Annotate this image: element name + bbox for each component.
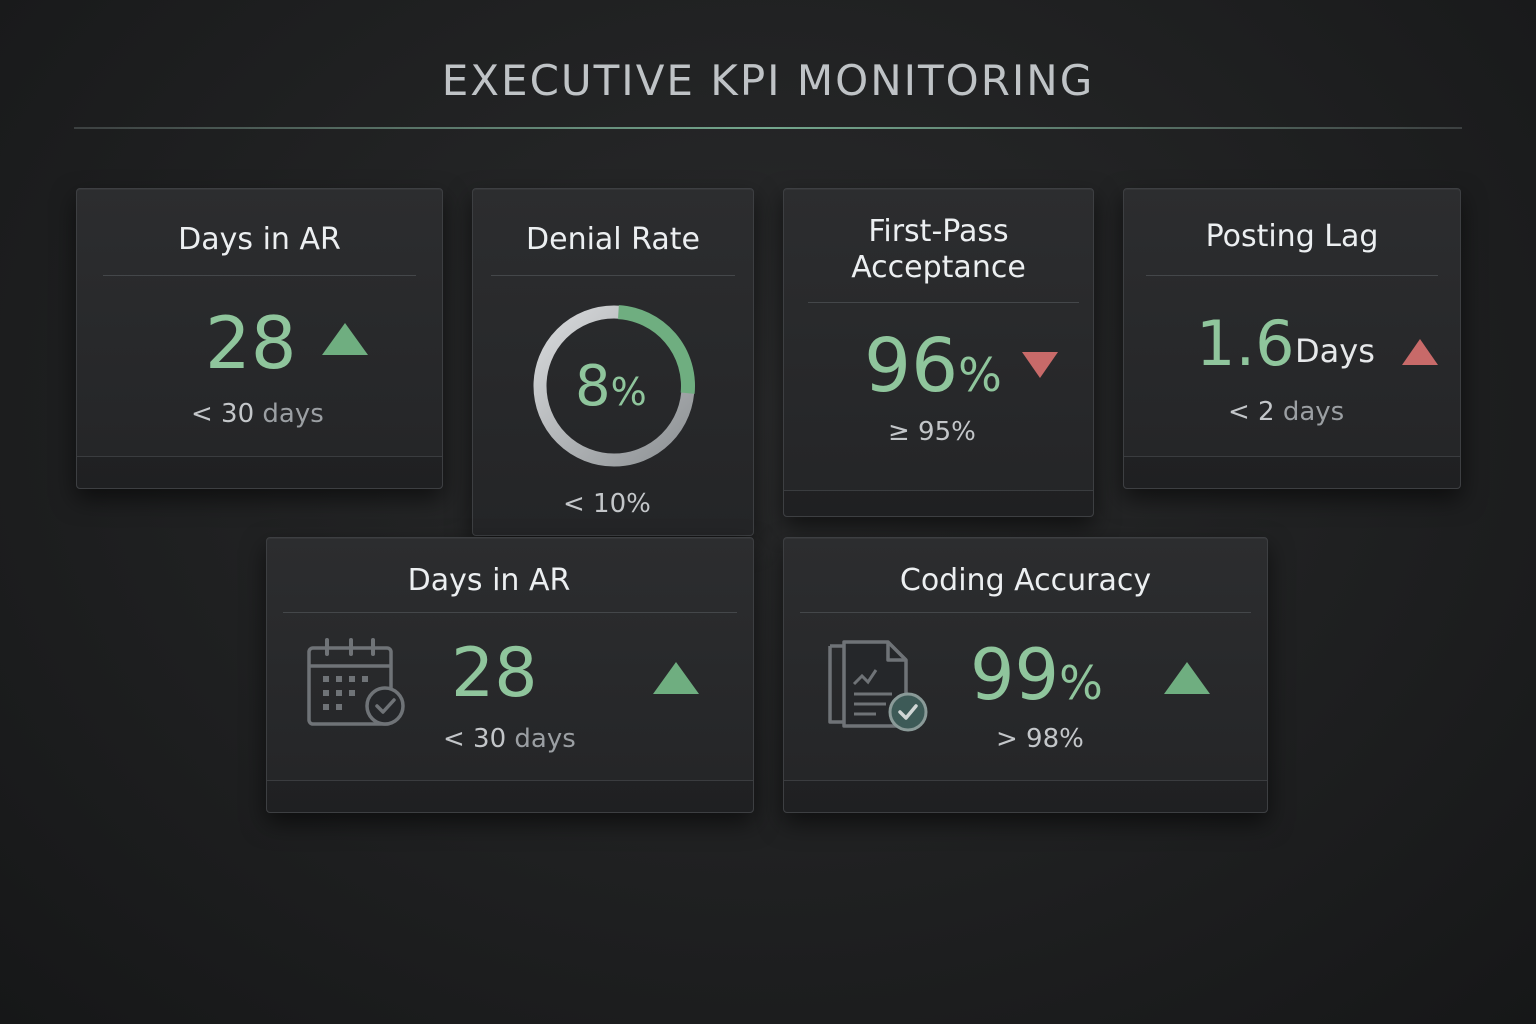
kpi-value: 1.6 — [1196, 307, 1295, 380]
card-footer — [1124, 456, 1460, 488]
gauge-value-arc — [617, 305, 695, 394]
card-title: Coding Accuracy — [899, 563, 1152, 598]
denial-rate-gauge — [533, 305, 695, 467]
card-footer — [77, 456, 442, 488]
divider — [103, 275, 416, 276]
kpi-target: < 30 days — [443, 724, 576, 754]
document-check-icon — [828, 640, 928, 732]
title-divider — [74, 127, 1462, 129]
kpi-unit: % — [610, 370, 647, 414]
kpi-unit: Days — [1295, 332, 1375, 370]
card-title: Days in AR — [407, 563, 571, 598]
kpi-card-denial-rate[interactable]: Denial Rate 8% < 10% — [472, 188, 754, 536]
trend-up-icon — [1402, 339, 1438, 365]
card-footer — [784, 780, 1267, 812]
page-title: EXECUTIVE KPI MONITORING — [441, 56, 1095, 105]
card-title-line-1: First-Pass — [868, 214, 1009, 249]
divider — [800, 612, 1251, 613]
kpi-card-posting-lag[interactable]: Posting Lag 1.6 Days < 2 days — [1123, 188, 1461, 489]
kpi-card-coding-accuracy[interactable]: Coding Accuracy 99% > 98% — [783, 537, 1268, 813]
kpi-value: 96% — [864, 323, 1002, 409]
kpi-value: 99% — [970, 634, 1103, 716]
divider — [808, 302, 1079, 303]
kpi-value: 8% — [575, 354, 647, 419]
kpi-target: < 30 days — [191, 399, 324, 429]
card-title: Denial Rate — [526, 222, 700, 257]
divider — [1146, 275, 1438, 276]
kpi-target: < 2 days — [1228, 397, 1345, 427]
divider — [491, 275, 735, 276]
trend-up-icon — [653, 662, 699, 694]
kpi-target: > 98% — [996, 724, 1084, 754]
card-title: Days in AR — [178, 222, 341, 257]
kpi-card-first-pass-acceptance[interactable]: First-Pass Acceptance 96% ≥ 95% — [783, 188, 1094, 517]
kpi-unit: % — [1059, 656, 1103, 710]
kpi-value: 28 — [205, 301, 297, 385]
kpi-target: < 10% — [563, 489, 651, 519]
card-footer — [267, 780, 753, 812]
kpi-target: ≥ 95% — [888, 417, 976, 447]
calendar-check-icon — [307, 638, 405, 726]
card-title-line-2: Acceptance — [851, 250, 1026, 285]
card-title: Posting Lag — [1205, 219, 1379, 254]
trend-down-icon — [1022, 352, 1058, 378]
kpi-unit: % — [958, 348, 1002, 402]
card-footer — [784, 490, 1093, 516]
trend-up-icon — [322, 323, 368, 355]
kpi-card-days-in-ar[interactable]: Days in AR 28 < 30 days — [76, 188, 443, 489]
trend-up-icon — [1164, 662, 1210, 694]
kpi-value: 28 — [451, 634, 538, 713]
kpi-card-days-in-ar-detail[interactable]: Days in AR 28 < 30 days — [266, 537, 754, 813]
divider — [283, 612, 737, 613]
